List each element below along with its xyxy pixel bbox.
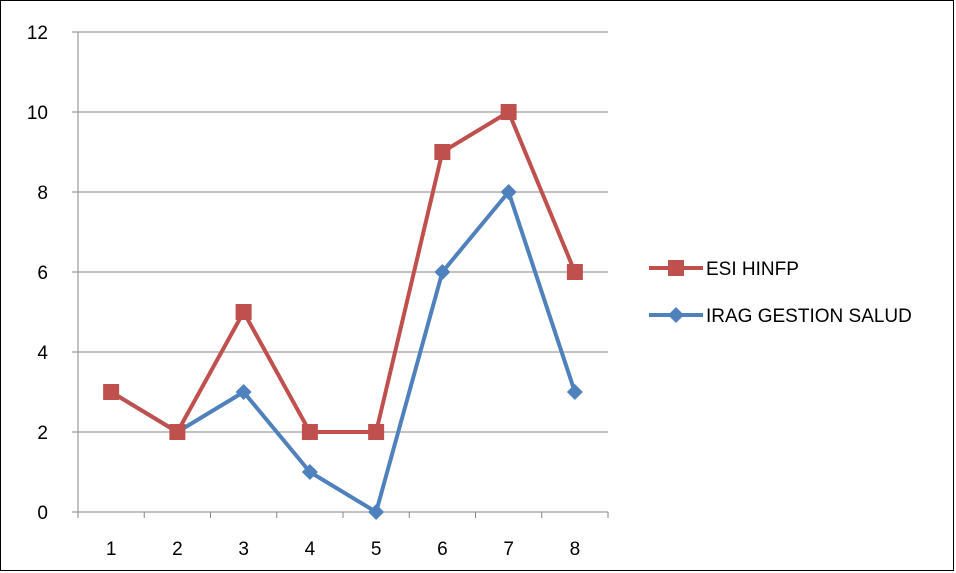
- data-point: [103, 384, 120, 400]
- y-tick-label: 2: [37, 423, 48, 444]
- data-point: [368, 504, 385, 520]
- x-tick-label: 6: [437, 539, 448, 560]
- data-point: [566, 384, 583, 400]
- series-esi-hinfp: [103, 104, 583, 440]
- y-tick-label: 4: [37, 343, 48, 364]
- y-tick-label: 8: [37, 183, 48, 204]
- y-tick-label: 12: [27, 23, 48, 44]
- legend: ESI HINFP IRAG GESTION SALUD: [649, 259, 912, 327]
- legend-item: IRAG GESTION SALUD: [649, 306, 912, 327]
- x-axis-ticks: 1 2 3 4 5 6 7 8: [77, 512, 609, 560]
- x-tick-label: 7: [503, 539, 514, 560]
- data-point: [235, 384, 252, 400]
- series-line: [110, 190, 577, 514]
- data-point: [235, 304, 252, 320]
- legend-item: ESI HINFP: [649, 259, 799, 280]
- legend-label: ESI HINFP: [706, 259, 799, 280]
- legend-marker: [668, 260, 684, 276]
- x-tick-label: 2: [172, 539, 183, 560]
- data-point: [368, 424, 385, 440]
- series-layer: [103, 104, 583, 520]
- data-point: [500, 104, 517, 120]
- data-point: [500, 184, 517, 200]
- y-tick-label: 10: [27, 103, 48, 124]
- data-point: [169, 424, 186, 440]
- data-point: [566, 264, 583, 280]
- x-tick-label: 5: [371, 539, 382, 560]
- y-tick-label: 6: [37, 263, 48, 284]
- legend-marker: [668, 307, 684, 323]
- y-tick-label: 0: [37, 503, 48, 524]
- data-point: [434, 264, 451, 280]
- data-point: [301, 464, 318, 480]
- x-tick-label: 4: [305, 539, 316, 560]
- series-line: [110, 110, 577, 434]
- data-point: [434, 144, 451, 160]
- data-point: [301, 424, 318, 440]
- y-axis-ticks: 0 2 4 6 8 10 12: [27, 23, 78, 524]
- x-tick-label: 1: [106, 539, 117, 560]
- legend-label: IRAG GESTION SALUD: [706, 306, 912, 327]
- x-tick-label: 3: [238, 539, 249, 560]
- x-tick-label: 8: [570, 539, 581, 560]
- gridlines: [78, 31, 608, 433]
